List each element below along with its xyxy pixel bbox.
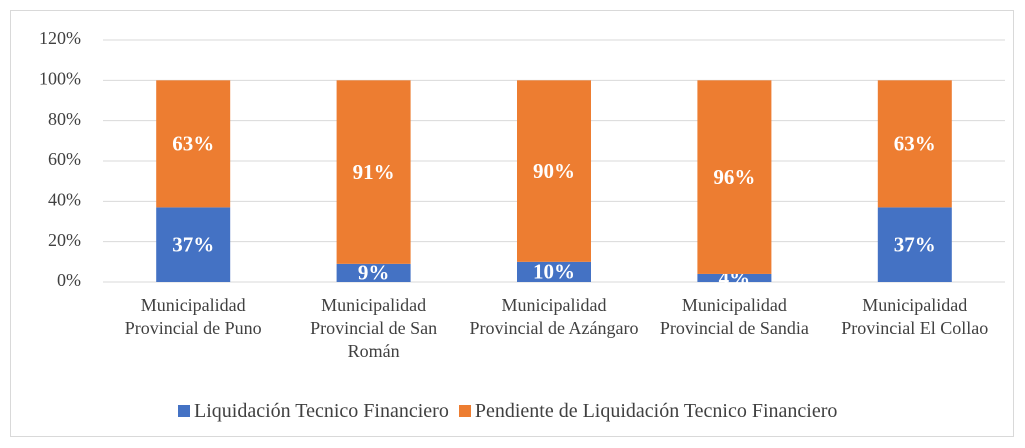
data-label: 63% <box>172 132 214 156</box>
data-label: 37% <box>172 233 214 257</box>
x-tick-label: Municipalidad Provincial El Collao <box>841 295 989 338</box>
legend-label: Pendiente de Liquidación Tecnico Financi… <box>474 400 838 422</box>
y-tick-label: 60% <box>48 149 81 169</box>
y-tick-label: 20% <box>48 230 81 250</box>
legend-label: Liquidación Tecnico Financiero <box>194 400 449 422</box>
data-label: 91% <box>353 160 395 184</box>
data-label: 10% <box>533 260 575 284</box>
bar-segment <box>156 80 231 208</box>
bar-segment <box>336 80 411 264</box>
data-label: 96% <box>713 165 755 189</box>
x-tick-label: Municipalidad Provincial de Azángaro <box>469 295 639 338</box>
legend-swatch <box>178 405 190 417</box>
bar-segment <box>336 263 411 282</box>
bar-segment <box>877 207 952 282</box>
bar-segment <box>697 273 772 282</box>
x-tick-label: Municipalidad Provincial de Puno <box>124 295 262 338</box>
bar-segment <box>156 207 231 282</box>
data-label: 9% <box>358 261 390 285</box>
y-tick-label: 80% <box>48 109 81 129</box>
x-tick-label: Municipalidad Provincial de Sandia <box>659 295 809 338</box>
bar-segment <box>697 80 772 274</box>
legend-swatch <box>458 405 471 417</box>
x-tick-label: Municipalidad Provincial de San Román <box>310 295 438 361</box>
y-tick-label: 120% <box>39 28 81 48</box>
legend: Liquidación Tecnico Financiero Pendiente … <box>178 400 847 423</box>
bar-segment <box>517 80 591 262</box>
legend-item: Pendiente de Liquidación Tecnico Financi… <box>458 400 838 422</box>
y-tick-label: 100% <box>39 68 81 88</box>
data-label: 63% <box>894 132 936 156</box>
legend-item: Liquidación Tecnico Financiero <box>178 400 449 422</box>
bar-segment <box>517 261 591 282</box>
data-label: 37% <box>894 233 936 257</box>
y-tick-label: 0% <box>57 270 81 290</box>
y-tick-label: 40% <box>48 189 81 209</box>
data-label: 90% <box>533 159 575 183</box>
bar-segment <box>877 80 952 208</box>
